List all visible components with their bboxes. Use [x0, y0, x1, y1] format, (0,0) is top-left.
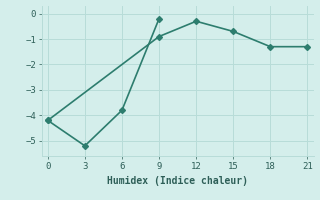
X-axis label: Humidex (Indice chaleur): Humidex (Indice chaleur): [107, 176, 248, 186]
